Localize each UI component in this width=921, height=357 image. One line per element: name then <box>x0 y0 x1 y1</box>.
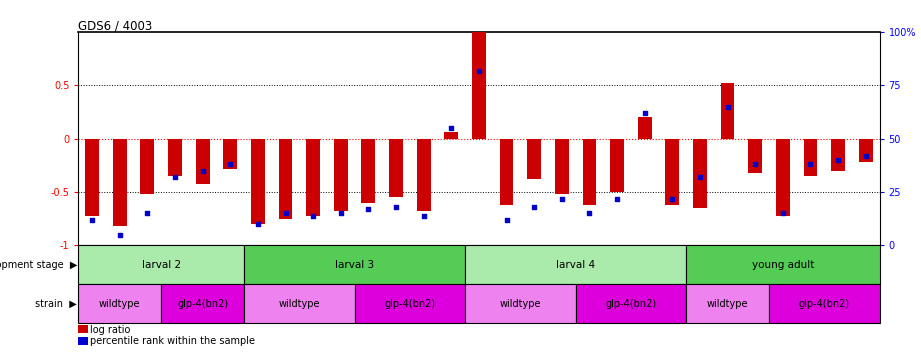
Bar <box>582 139 597 205</box>
Text: development stage  ▶: development stage ▶ <box>0 260 76 270</box>
Point <box>582 211 597 216</box>
Bar <box>775 139 790 216</box>
Text: glp-4(bn2): glp-4(bn2) <box>384 298 436 308</box>
Point <box>278 211 293 216</box>
Bar <box>85 139 99 216</box>
Text: glp-4(bn2): glp-4(bn2) <box>605 298 657 308</box>
Bar <box>168 139 181 176</box>
Point <box>195 168 210 174</box>
Point <box>665 196 680 201</box>
Bar <box>686 284 769 323</box>
Point <box>361 206 376 212</box>
Point <box>610 196 624 201</box>
Point <box>693 174 707 180</box>
Point <box>223 161 238 167</box>
Point <box>831 157 845 163</box>
Bar <box>465 284 576 323</box>
Bar <box>499 139 514 205</box>
Text: young adult: young adult <box>752 260 814 270</box>
Text: glp-4(bn2): glp-4(bn2) <box>177 298 228 308</box>
Point <box>803 161 818 167</box>
Bar <box>195 139 210 183</box>
Point <box>333 211 348 216</box>
Point <box>858 153 873 159</box>
Bar <box>361 139 376 203</box>
Bar <box>803 139 818 176</box>
Text: strain  ▶: strain ▶ <box>35 298 76 308</box>
Bar <box>223 139 238 169</box>
Bar <box>78 325 87 333</box>
Bar <box>686 246 880 284</box>
Point <box>168 174 182 180</box>
Bar <box>444 132 459 139</box>
Text: wildtype: wildtype <box>99 298 141 308</box>
Text: log ratio: log ratio <box>90 325 131 335</box>
Text: glp-4(bn2): glp-4(bn2) <box>799 298 850 308</box>
Point <box>472 68 486 74</box>
Bar <box>251 139 265 224</box>
Bar <box>465 246 686 284</box>
Bar <box>333 139 347 211</box>
Bar <box>389 139 403 197</box>
Bar <box>78 337 87 345</box>
Bar <box>112 139 126 226</box>
Point <box>554 196 569 201</box>
Bar <box>306 139 321 216</box>
Bar <box>610 139 624 192</box>
Bar <box>78 284 161 323</box>
Text: larval 4: larval 4 <box>556 260 595 270</box>
Point <box>389 204 403 210</box>
Point <box>527 204 542 210</box>
Bar <box>831 139 845 171</box>
Point <box>637 110 652 116</box>
Text: percentile rank within the sample: percentile rank within the sample <box>90 336 255 346</box>
Text: wildtype: wildtype <box>278 298 321 308</box>
Point <box>416 213 431 218</box>
Text: larval 2: larval 2 <box>142 260 181 270</box>
Bar <box>720 83 735 139</box>
Point <box>444 125 459 131</box>
Bar <box>665 139 680 205</box>
Point <box>720 104 735 110</box>
Text: larval 3: larval 3 <box>335 260 374 270</box>
Text: wildtype: wildtype <box>706 298 749 308</box>
Point <box>112 232 127 238</box>
Bar <box>278 139 292 219</box>
Bar <box>554 139 569 194</box>
Bar <box>858 139 873 162</box>
Point <box>748 161 763 167</box>
Bar <box>244 246 465 284</box>
Point <box>306 213 321 218</box>
Bar <box>576 284 686 323</box>
Point <box>251 221 265 227</box>
Bar <box>769 284 880 323</box>
Bar <box>748 139 763 173</box>
Text: GDS6 / 4003: GDS6 / 4003 <box>78 19 153 32</box>
Bar <box>416 139 430 211</box>
Bar <box>527 139 542 179</box>
Bar <box>78 246 244 284</box>
Bar <box>694 139 707 208</box>
Bar <box>244 284 355 323</box>
Bar <box>355 284 465 323</box>
Point <box>140 211 155 216</box>
Text: wildtype: wildtype <box>499 298 542 308</box>
Point <box>775 211 790 216</box>
Bar <box>161 284 244 323</box>
Bar <box>140 139 154 194</box>
Bar <box>472 30 486 139</box>
Point <box>85 217 99 223</box>
Point <box>499 217 514 223</box>
Bar <box>637 117 652 139</box>
